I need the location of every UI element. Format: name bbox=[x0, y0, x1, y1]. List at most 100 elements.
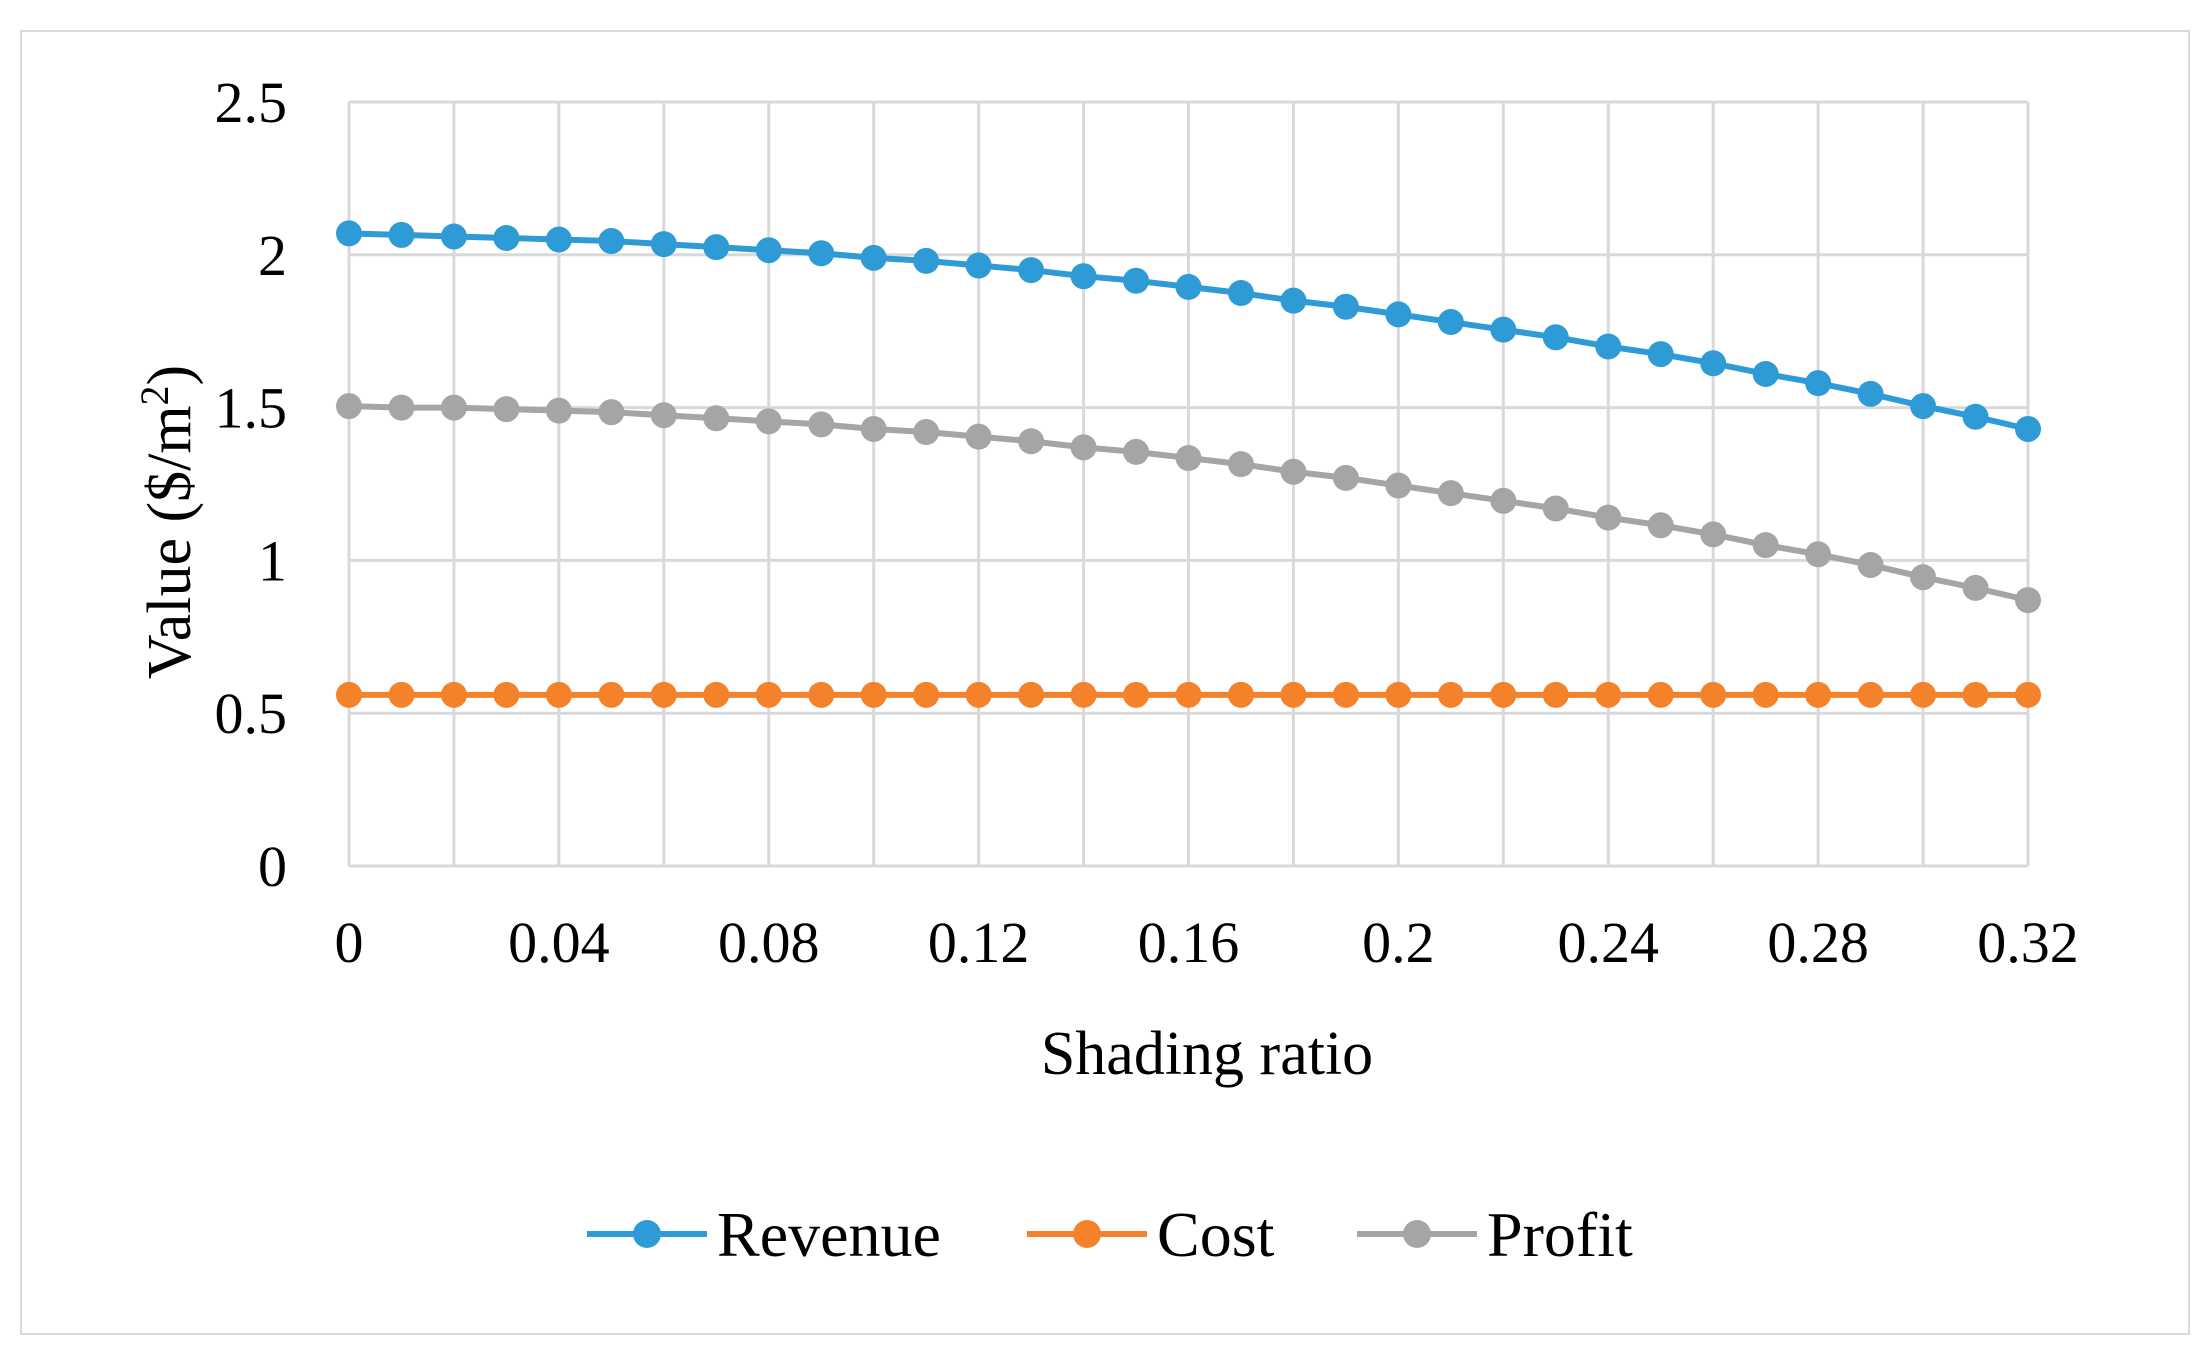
data-point bbox=[1018, 428, 1045, 455]
data-point bbox=[1018, 681, 1045, 708]
y-tick-label: 0.5 bbox=[215, 681, 288, 746]
data-point bbox=[1647, 341, 1674, 368]
y-tick-label: 0 bbox=[258, 834, 287, 899]
series-lines bbox=[336, 220, 2041, 708]
data-point bbox=[1857, 380, 1884, 407]
data-point bbox=[1070, 434, 1097, 461]
data-point bbox=[598, 399, 625, 426]
data-point bbox=[860, 415, 887, 442]
data-point bbox=[1280, 458, 1307, 485]
data-point bbox=[598, 228, 625, 255]
line-chart: 0 0.5 1 1.5 2 2.5 0 0.04 0.08 0.12 0.16 0.2 0.24 0.28… bbox=[132, 70, 2079, 1270]
legend-item-revenue: Revenue bbox=[587, 1199, 941, 1270]
data-point bbox=[1437, 309, 1464, 336]
data-point bbox=[965, 252, 992, 279]
data-point bbox=[598, 681, 625, 708]
x-axis-title: Shading ratio bbox=[1041, 1020, 1373, 1088]
data-point bbox=[1385, 681, 1412, 708]
y-axis-title-suffix: ) bbox=[136, 365, 204, 386]
data-point bbox=[336, 220, 362, 247]
y-tick-label: 2.5 bbox=[215, 70, 288, 135]
data-point bbox=[860, 244, 887, 271]
y-axis-title-main: Value ($/m bbox=[136, 405, 204, 679]
data-point bbox=[703, 405, 730, 432]
legend-label: Cost bbox=[1157, 1199, 1275, 1270]
x-tick-label: 0.2 bbox=[1362, 910, 1435, 975]
y-tick-label: 1 bbox=[258, 528, 287, 593]
data-point bbox=[808, 681, 835, 708]
data-point bbox=[1752, 532, 1779, 559]
data-point bbox=[1910, 681, 1937, 708]
data-point bbox=[493, 396, 520, 423]
data-point bbox=[1490, 681, 1517, 708]
legend-marker bbox=[1403, 1220, 1431, 1248]
data-point bbox=[650, 681, 677, 708]
data-point bbox=[965, 681, 992, 708]
x-tick-label: 0.24 bbox=[1558, 910, 1660, 975]
legend-label: Profit bbox=[1487, 1199, 1633, 1270]
data-point bbox=[703, 681, 730, 708]
data-point bbox=[1175, 681, 1202, 708]
data-point bbox=[1857, 681, 1884, 708]
data-point bbox=[2015, 415, 2041, 442]
data-point bbox=[1437, 681, 1464, 708]
data-point bbox=[913, 681, 940, 708]
data-point bbox=[1595, 504, 1622, 531]
data-point bbox=[1123, 438, 1150, 465]
data-point bbox=[1437, 480, 1464, 507]
series-profit bbox=[336, 393, 2041, 614]
legend-item-cost: Cost bbox=[1027, 1199, 1275, 1270]
legend-marker bbox=[633, 1220, 661, 1248]
data-point bbox=[1018, 257, 1045, 284]
data-point bbox=[1962, 403, 1989, 430]
data-point bbox=[1700, 521, 1727, 548]
data-point bbox=[1700, 350, 1727, 377]
data-point bbox=[650, 231, 677, 258]
data-point bbox=[1962, 574, 1989, 601]
data-point bbox=[755, 237, 782, 264]
data-point bbox=[755, 681, 782, 708]
series-cost bbox=[336, 681, 2041, 708]
data-point bbox=[1227, 681, 1254, 708]
data-point bbox=[1752, 360, 1779, 387]
data-point bbox=[1332, 293, 1359, 320]
data-point bbox=[1805, 681, 1832, 708]
data-point bbox=[1227, 280, 1254, 306]
data-point bbox=[1595, 681, 1622, 708]
data-point bbox=[1752, 681, 1779, 708]
data-point bbox=[913, 247, 940, 274]
data-point bbox=[1647, 681, 1674, 708]
data-point bbox=[1805, 370, 1832, 397]
x-tick-label: 0.32 bbox=[1977, 910, 2079, 975]
y-axis-title-superscript: 2 bbox=[132, 385, 177, 405]
data-point bbox=[493, 681, 520, 708]
data-point bbox=[1962, 681, 1989, 708]
data-point bbox=[1385, 472, 1412, 499]
x-tick-label: 0.04 bbox=[508, 910, 610, 975]
data-point bbox=[2015, 681, 2041, 708]
data-point bbox=[1385, 301, 1412, 328]
data-point bbox=[336, 393, 362, 420]
data-point bbox=[336, 681, 362, 708]
grid-lines bbox=[347, 100, 2030, 868]
data-point bbox=[1332, 681, 1359, 708]
data-point bbox=[1805, 541, 1832, 568]
data-point bbox=[1542, 495, 1569, 522]
data-point bbox=[1070, 263, 1097, 290]
data-point bbox=[1700, 681, 1727, 708]
data-point bbox=[493, 224, 520, 251]
data-point bbox=[1070, 681, 1097, 708]
data-point bbox=[545, 397, 572, 424]
data-point bbox=[545, 226, 572, 253]
x-tick-label: 0.08 bbox=[718, 910, 820, 975]
data-point bbox=[388, 221, 415, 248]
data-point bbox=[440, 394, 467, 421]
x-tick-label: 0.28 bbox=[1767, 910, 1869, 975]
x-tick-label: 0 bbox=[335, 910, 364, 975]
data-point bbox=[1123, 681, 1150, 708]
tick-labels: 0 0.5 1 1.5 2 2.5 0 0.04 0.08 0.12 0.16 0.2 0.24 0.28… bbox=[215, 70, 2079, 975]
data-point bbox=[388, 681, 415, 708]
data-point bbox=[1490, 487, 1517, 514]
data-point bbox=[1910, 564, 1937, 591]
data-point bbox=[1542, 324, 1569, 351]
